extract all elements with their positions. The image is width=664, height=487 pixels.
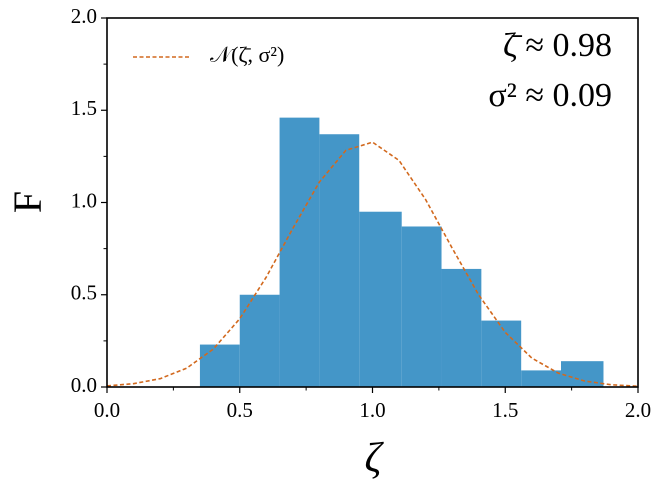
x-tick-label: 1.5	[492, 398, 518, 422]
y-axis-label: F	[5, 191, 50, 213]
histogram-bar	[401, 226, 442, 387]
histogram-bar	[359, 211, 402, 387]
histogram-bar	[319, 134, 360, 387]
y-tick-label: 2.0	[71, 4, 97, 28]
histogram-bar	[441, 268, 482, 387]
histogram-bar	[481, 320, 522, 387]
x-tick-label: 0.0	[94, 398, 120, 422]
x-axis-label: ζ	[364, 436, 384, 482]
y-tick-label: 1.0	[71, 188, 97, 212]
x-tick-label: 2.0	[625, 398, 651, 422]
histogram-bar	[239, 294, 280, 387]
y-tick-label: 0.5	[71, 281, 97, 305]
normal-curve	[106, 141, 639, 388]
histogram-bar	[279, 117, 320, 387]
histogram-bar	[199, 344, 240, 387]
annotation: σ² ≈ 0.09	[488, 77, 612, 114]
y-tick-label: 0.0	[71, 373, 97, 397]
legend-label: 𝒩(ζ̄, σ²)	[210, 42, 284, 67]
x-tick-label: 0.5	[227, 398, 253, 422]
histogram-bar	[521, 370, 562, 387]
annotation: ζ̄ ≈ 0.98	[503, 27, 612, 64]
y-tick-label: 1.5	[71, 96, 97, 120]
x-tick-label: 1.0	[359, 398, 385, 422]
